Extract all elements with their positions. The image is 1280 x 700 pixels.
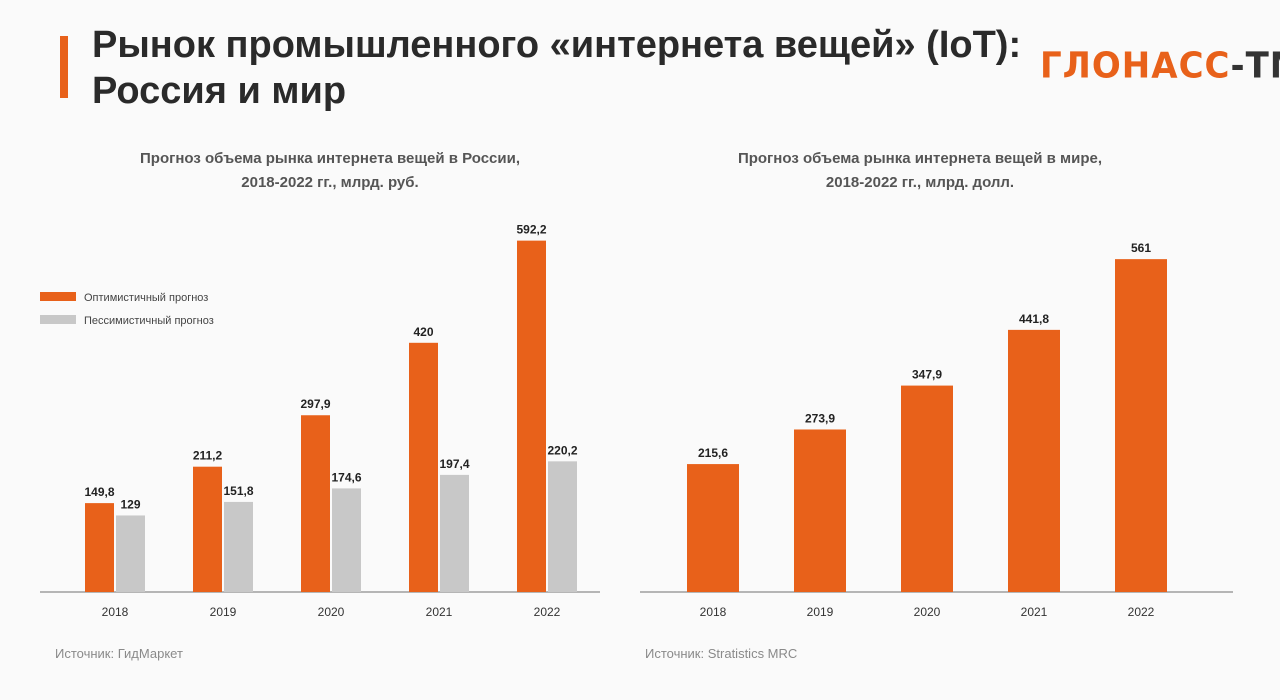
logo-text-suffix: -ТМ bbox=[1230, 45, 1280, 87]
data-label-2019-s0: 211,2 bbox=[193, 449, 223, 463]
world-chart-title: Прогноз объема рынка интернета вещей в м… bbox=[640, 147, 1200, 195]
data-label-2022-s0: 592,2 bbox=[516, 223, 546, 237]
legend-label-1: Пессимистичный прогноз bbox=[84, 315, 214, 327]
data-label-2020-s0: 347,9 bbox=[912, 368, 942, 382]
x-tick-label-2022: 2022 bbox=[1128, 605, 1155, 619]
data-label-2022-s1: 220,2 bbox=[547, 443, 577, 457]
x-tick-label-2021: 2021 bbox=[426, 605, 453, 619]
world-chart-title-line1: Прогноз объема рынка интернета вещей в м… bbox=[737, 150, 1103, 167]
x-tick-label-2018: 2018 bbox=[102, 605, 129, 619]
bar-optimistic-2018 bbox=[687, 464, 739, 592]
bar-optimistic-2020 bbox=[301, 415, 330, 592]
data-label-2018-s1: 129 bbox=[120, 497, 140, 511]
legend-swatch-1 bbox=[40, 315, 76, 324]
bar-optimistic-2019 bbox=[193, 466, 222, 592]
bar-optimistic-2019 bbox=[794, 429, 846, 592]
world-iot-chart: 215,6 2018 273,9 2019 347,9 2020 441,8 2021 561 2… bbox=[640, 241, 1233, 619]
logo-text-main: ГЛОНАСС bbox=[1040, 45, 1231, 87]
russia-chart-title-line2: 2018-2022 гг., млрд. руб. bbox=[241, 174, 419, 191]
bar-pessimistic-2022 bbox=[548, 461, 577, 592]
bar-optimistic-2021 bbox=[1008, 329, 1060, 592]
data-label-2021-s0: 420 bbox=[413, 325, 433, 339]
bar-pessimistic-2021 bbox=[440, 474, 469, 592]
legend-swatch-0 bbox=[40, 292, 76, 301]
x-tick-label-2019: 2019 bbox=[210, 605, 237, 619]
data-label-2019-s1: 151,8 bbox=[223, 484, 253, 498]
world-chart-title-line2: 2018-2022 гг., млрд. долл. bbox=[825, 174, 1015, 191]
bar-optimistic-2020 bbox=[901, 385, 953, 592]
data-label-2020-s1: 174,6 bbox=[331, 470, 361, 484]
bar-pessimistic-2019 bbox=[224, 501, 253, 592]
title-accent-bar bbox=[60, 36, 68, 98]
x-tick-label-2021: 2021 bbox=[1021, 605, 1048, 619]
x-tick-label-2019: 2019 bbox=[807, 605, 834, 619]
data-label-2021-s0: 441,8 bbox=[1019, 312, 1049, 326]
x-tick-label-2022: 2022 bbox=[534, 605, 561, 619]
page-title: Рынок промышленного «интернета вещей» (I… bbox=[92, 24, 1022, 112]
bar-optimistic-2018 bbox=[85, 503, 114, 592]
world-chart-source: Источник: Stratistics MRC bbox=[645, 646, 798, 661]
brand-logo: ГЛОНАСС-ТМ bbox=[1040, 45, 1280, 87]
bar-optimistic-2022 bbox=[1115, 259, 1167, 592]
russia-chart-source: Источник: ГидМаркет bbox=[55, 646, 183, 661]
x-tick-label-2018: 2018 bbox=[700, 605, 727, 619]
bar-pessimistic-2018 bbox=[116, 515, 145, 592]
legend-label-0: Оптимистичный прогноз bbox=[84, 292, 208, 304]
data-label-2020-s0: 297,9 bbox=[300, 397, 330, 411]
bar-pessimistic-2020 bbox=[332, 488, 361, 592]
data-label-2022-s0: 561 bbox=[1131, 241, 1151, 255]
bar-optimistic-2022 bbox=[517, 240, 546, 592]
russia-chart-title: Прогноз объема рынка интернета вещей в Р… bbox=[60, 147, 600, 195]
russia-iot-chart: 149,8 129 2018 211,2 151,8 2019 297,9 174,6 2020… bbox=[40, 223, 600, 619]
data-label-2018-s0: 149,8 bbox=[84, 485, 114, 499]
x-tick-label-2020: 2020 bbox=[914, 605, 941, 619]
russia-chart-title-line1: Прогноз объема рынка интернета вещей в Р… bbox=[140, 150, 520, 167]
data-label-2018-s0: 215,6 bbox=[698, 446, 728, 460]
data-label-2019-s0: 273,9 bbox=[805, 411, 835, 425]
bar-optimistic-2021 bbox=[409, 342, 438, 592]
x-tick-label-2020: 2020 bbox=[318, 605, 345, 619]
data-label-2021-s1: 197,4 bbox=[439, 457, 469, 471]
